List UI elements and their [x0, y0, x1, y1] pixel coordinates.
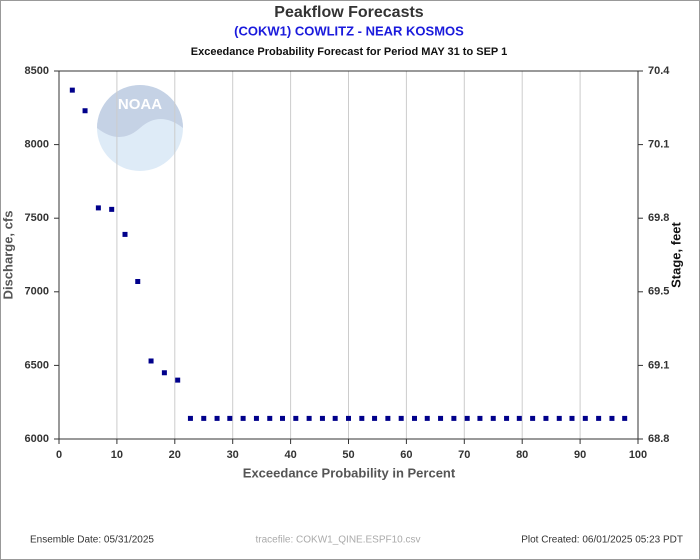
point: [161, 370, 167, 376]
point: [306, 415, 312, 421]
point: [69, 87, 75, 93]
y-tick-label: 6000: [25, 433, 49, 445]
x-tick-label: 60: [400, 449, 412, 461]
point: [451, 415, 457, 421]
x-tick-label: 80: [516, 449, 528, 461]
x-tick-label: 20: [169, 449, 181, 461]
point: [582, 415, 588, 421]
x-tick-label: 70: [458, 449, 470, 461]
point: [412, 415, 418, 421]
point: [109, 206, 115, 212]
y2-tick-label: 70.1: [648, 139, 669, 151]
point: [122, 231, 128, 237]
point: [332, 415, 338, 421]
point: [556, 415, 562, 421]
point: [95, 205, 101, 211]
point: [346, 415, 351, 421]
y2-tick-label: 69.1: [648, 359, 669, 371]
y-tick-label: 8500: [25, 65, 49, 77]
point: [504, 415, 510, 421]
y2-tick-label: 70.4: [648, 65, 670, 77]
point: [319, 415, 325, 421]
point: [175, 377, 181, 383]
logo-text: NOAA: [118, 96, 162, 113]
x-tick-label: 100: [629, 449, 647, 461]
point: [438, 415, 444, 421]
chart-title: Peakflow Forecasts: [274, 4, 424, 21]
point: [596, 415, 602, 421]
point: [622, 415, 628, 421]
point: [569, 415, 575, 421]
point: [516, 415, 522, 421]
y2-tick-label: 68.8: [648, 433, 669, 445]
point: [187, 415, 193, 421]
noaa-logo: NOAA: [97, 85, 183, 171]
y-tick-label: 7000: [25, 286, 49, 298]
footer-left: Ensemble Date: 05/31/2025: [30, 535, 154, 546]
point: [267, 415, 273, 421]
x-axis-label: Exceedance Probability in Percent: [243, 465, 456, 480]
y2-axis-label: Stage, feet: [668, 221, 683, 287]
point: [135, 278, 141, 284]
x-tick-label: 0: [56, 449, 62, 461]
point: [148, 358, 154, 364]
point: [609, 415, 615, 421]
x-tick-label: 30: [227, 449, 239, 461]
point: [201, 415, 207, 421]
y2-tick-label: 69.5: [648, 286, 669, 298]
point: [214, 415, 220, 421]
point: [464, 415, 470, 421]
x-tick-label: 10: [111, 449, 123, 461]
point: [293, 415, 299, 421]
chart-subtitle: Exceedance Probability Forecast for Peri…: [191, 46, 507, 58]
x-tick-label: 90: [574, 449, 586, 461]
point: [359, 415, 365, 421]
point: [385, 415, 391, 421]
x-tick-label: 50: [342, 449, 354, 461]
point: [530, 415, 536, 421]
point: [490, 415, 496, 421]
plot-area: [58, 70, 639, 440]
point: [477, 415, 483, 421]
y-tick-label: 8000: [25, 139, 49, 151]
chart-subtitle: (COKW1) COWLITZ - NEAR KOSMOS: [234, 23, 464, 38]
y-tick-label: 7500: [25, 212, 49, 224]
point: [279, 415, 285, 421]
point: [227, 415, 233, 421]
x-tick-label: 40: [284, 449, 296, 461]
footer-center: tracefile: COKW1_QINE.ESPF10.csv: [255, 535, 420, 546]
y-axis-label: Discharge, cfs: [0, 211, 15, 300]
y2-tick-label: 69.8: [648, 212, 669, 224]
point: [424, 415, 430, 421]
point: [372, 415, 378, 421]
y-tick-label: 6500: [25, 359, 49, 371]
point: [253, 415, 259, 421]
point: [543, 415, 549, 421]
point: [398, 415, 404, 421]
footer-right: Plot Created: 06/01/2025 05:23 PDT: [521, 535, 683, 546]
point: [240, 415, 246, 421]
point: [82, 108, 88, 114]
